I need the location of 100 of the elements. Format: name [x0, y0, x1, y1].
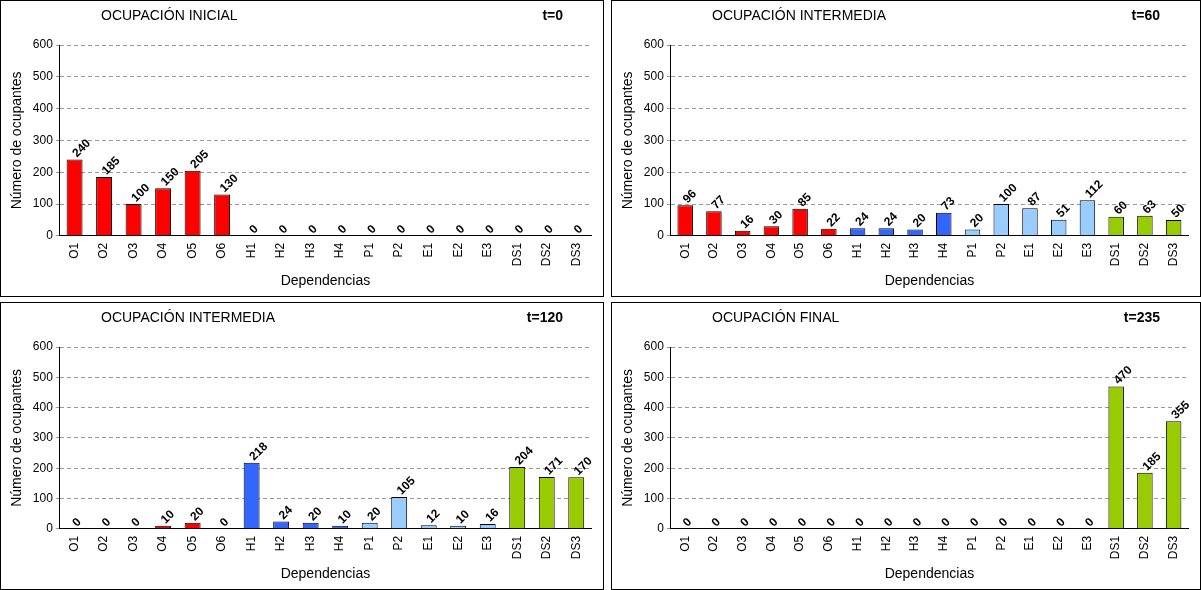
x-tick-label: H2 [878, 535, 893, 552]
y-axis-title: Número de ocupantes [619, 369, 636, 507]
data-label: 30 [765, 207, 786, 227]
x-axis-title: Dependencias [884, 272, 975, 289]
chart-subtitle: t=120 [526, 309, 563, 325]
y-tick-label: 600 [32, 37, 54, 52]
y-tick-label: 100 [32, 196, 54, 211]
x-tick-label: H2 [273, 242, 288, 259]
x-tick-label: H3 [907, 535, 922, 552]
data-label: 12 [423, 506, 443, 526]
y-tick-label: 300 [643, 132, 665, 147]
chart-title: OCUPACIÓN INTERMEDIA [101, 309, 275, 325]
y-tick-label: 200 [32, 164, 54, 179]
x-tick-label: H4 [332, 242, 347, 259]
data-label: 0 [794, 514, 810, 530]
x-tick-label: O4 [155, 242, 170, 259]
x-axis-title: Dependencias [280, 272, 371, 289]
y-tick-label: 400 [643, 399, 665, 414]
data-label: 60 [1110, 197, 1131, 218]
x-tick-label: H4 [936, 535, 951, 552]
x-tick-label: P2 [391, 242, 406, 258]
data-label: 87 [1024, 189, 1045, 209]
y-tick-label: 600 [643, 339, 665, 354]
data-label: 16 [737, 211, 757, 232]
data-label: 0 [246, 221, 262, 237]
data-label: 51 [1053, 200, 1073, 221]
x-tick-label: P1 [361, 535, 376, 551]
data-label: 0 [69, 514, 84, 530]
data-label: 112 [1082, 176, 1106, 201]
data-label: 0 [823, 514, 839, 530]
data-label: 171 [541, 453, 566, 478]
y-tick-label: 0 [657, 228, 665, 243]
x-tick-label: E3 [1079, 535, 1094, 551]
y-tick-label: 500 [32, 369, 54, 384]
x-tick-label: P1 [361, 242, 376, 258]
y-tick-label: 300 [643, 430, 665, 445]
data-label: 10 [452, 506, 473, 527]
chart-subtitle: t=235 [1123, 309, 1160, 325]
data-label: 85 [794, 189, 815, 210]
x-tick-label: DS2 [539, 535, 554, 560]
data-label: 0 [967, 514, 982, 530]
y-axis-title: Número de ocupantes [8, 369, 25, 507]
data-label: 100 [995, 180, 1021, 205]
x-tick-label: H2 [273, 535, 288, 552]
data-label: 355 [1168, 397, 1193, 422]
x-tick-label: DS3 [568, 242, 583, 267]
x-tick-label: E3 [1079, 242, 1094, 258]
data-label: 22 [823, 209, 843, 230]
x-tick-label: O5 [184, 535, 199, 552]
y-tick-label: 300 [32, 430, 54, 445]
y-tick-label: 500 [643, 369, 665, 384]
y-tick-label: 0 [46, 521, 54, 536]
x-tick-label: H1 [243, 535, 258, 552]
data-label: 24 [852, 209, 872, 229]
y-tick-label: 100 [32, 490, 54, 505]
data-label: 185 [1139, 448, 1164, 474]
x-tick-label: O6 [214, 242, 229, 259]
data-label: 0 [1053, 514, 1069, 530]
x-tick-label: H4 [332, 535, 347, 552]
y-tick-label: 100 [643, 490, 665, 505]
x-tick-label: O6 [214, 535, 229, 552]
x-tick-label: DS1 [509, 242, 524, 267]
data-label: 16 [482, 504, 502, 525]
data-label: 24 [275, 502, 296, 523]
x-tick-label: O6 [821, 535, 836, 552]
x-tick-label: O6 [821, 242, 836, 259]
x-tick-label: E2 [450, 535, 465, 551]
x-tick-label: DS1 [1108, 242, 1123, 267]
x-tick-label: P2 [993, 535, 1008, 551]
y-tick-label: 0 [657, 521, 665, 536]
chart-title: OCUPACIÓN INICIAL [101, 7, 238, 23]
x-tick-label: E2 [450, 242, 465, 258]
data-label: 0 [1024, 514, 1040, 530]
x-tick-label: P2 [993, 242, 1008, 258]
data-label: 105 [393, 473, 419, 498]
data-label: 20 [909, 210, 930, 230]
y-tick-label: 500 [32, 69, 54, 84]
data-label: 0 [852, 514, 867, 530]
data-label: 96 [679, 186, 700, 206]
data-label: 20 [967, 210, 987, 230]
data-label: 0 [423, 221, 439, 237]
x-tick-label: O3 [125, 242, 140, 259]
data-label: 0 [679, 514, 695, 530]
data-label: 0 [1082, 514, 1097, 530]
data-label: 20 [305, 503, 325, 524]
data-label: 0 [364, 221, 380, 237]
x-tick-label: E1 [1022, 535, 1037, 551]
data-label: 63 [1139, 196, 1160, 217]
y-tick-label: 300 [32, 132, 54, 147]
y-tick-label: 600 [32, 339, 54, 354]
x-tick-label: E2 [1051, 242, 1066, 258]
data-label: 0 [334, 221, 350, 237]
x-tick-label: E3 [480, 535, 495, 551]
x-tick-label: E3 [480, 242, 495, 258]
x-tick-label: O5 [184, 242, 199, 259]
x-tick-label: O2 [706, 242, 721, 259]
data-label: 240 [69, 135, 94, 160]
data-label: 0 [452, 221, 468, 237]
x-tick-label: DS2 [539, 242, 554, 267]
x-tick-label: E1 [1022, 242, 1037, 258]
